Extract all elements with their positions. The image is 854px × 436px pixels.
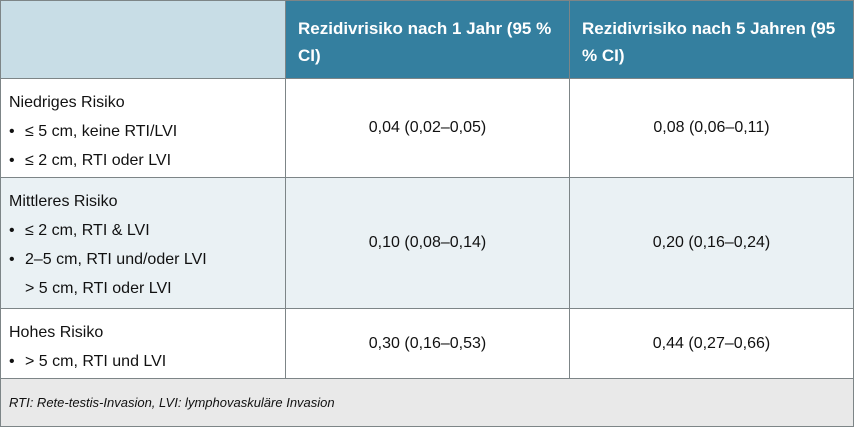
criterion-bullet: • ≤ 5 cm, keine RTI/LVI bbox=[9, 123, 178, 140]
criterion-bullet: • ≤ 2 cm, RTI oder LVI bbox=[9, 152, 172, 169]
criterion-continuation: > 5 cm, RTI oder LVI bbox=[25, 280, 172, 297]
table-footnote-row: RTI: Rete-testis-Invasion, LVI: lymphova… bbox=[0, 378, 854, 427]
criterion-bullet: • 2–5 cm, RTI und/oder LVI bbox=[9, 251, 207, 268]
table-row-low-risk: Niedriges Risiko • ≤ 5 cm, keine RTI/LVI … bbox=[0, 78, 854, 178]
table-row-high-risk: Hohes Risiko • > 5 cm, RTI und LVI 0,30 (… bbox=[0, 308, 854, 379]
category-cell: Mittleres Risiko • ≤ 2 cm, RTI & LVI • 2–5… bbox=[0, 177, 286, 309]
risk-1-year-value: 0,30 (0,16–0,53) bbox=[285, 308, 570, 379]
category-cell: Hohes Risiko • > 5 cm, RTI und LVI bbox=[0, 308, 286, 379]
risk-1-year-value: 0,10 (0,08–0,14) bbox=[285, 177, 570, 309]
risk-5-year-value: 0,08 (0,06–0,11) bbox=[569, 78, 854, 178]
risk-5-year-value: 0,20 (0,16–0,24) bbox=[569, 177, 854, 309]
criterion-bullet: • ≤ 2 cm, RTI & LVI bbox=[9, 222, 150, 239]
table-row-medium-risk: Mittleres Risiko • ≤ 2 cm, RTI & LVI • 2–5… bbox=[0, 177, 854, 309]
header-cell-risk-5-years: Rezidivrisiko nach 5 Jahren (95 % CI) bbox=[569, 0, 854, 79]
category-name: Hohes Risiko bbox=[9, 324, 104, 341]
risk-1-year-value: 0,04 (0,02–0,05) bbox=[285, 78, 570, 178]
footnote: RTI: Rete-testis-Invasion, LVI: lymphova… bbox=[0, 378, 854, 427]
category-cell: Niedriges Risiko • ≤ 5 cm, keine RTI/LVI … bbox=[0, 78, 286, 178]
risk-table: Rezidivrisiko nach 1 Jahr (95 % CI) Rezi… bbox=[0, 0, 854, 427]
header-cell-risk-1-year: Rezidivrisiko nach 1 Jahr (95 % CI) bbox=[285, 0, 570, 79]
table-header-row: Rezidivrisiko nach 1 Jahr (95 % CI) Rezi… bbox=[0, 0, 854, 79]
category-name: Niedriges Risiko bbox=[9, 94, 125, 111]
risk-5-year-value: 0,44 (0,27–0,66) bbox=[569, 308, 854, 379]
criterion-bullet: • > 5 cm, RTI und LVI bbox=[9, 353, 167, 370]
category-name: Mittleres Risiko bbox=[9, 193, 118, 210]
header-cell-category bbox=[0, 0, 286, 79]
